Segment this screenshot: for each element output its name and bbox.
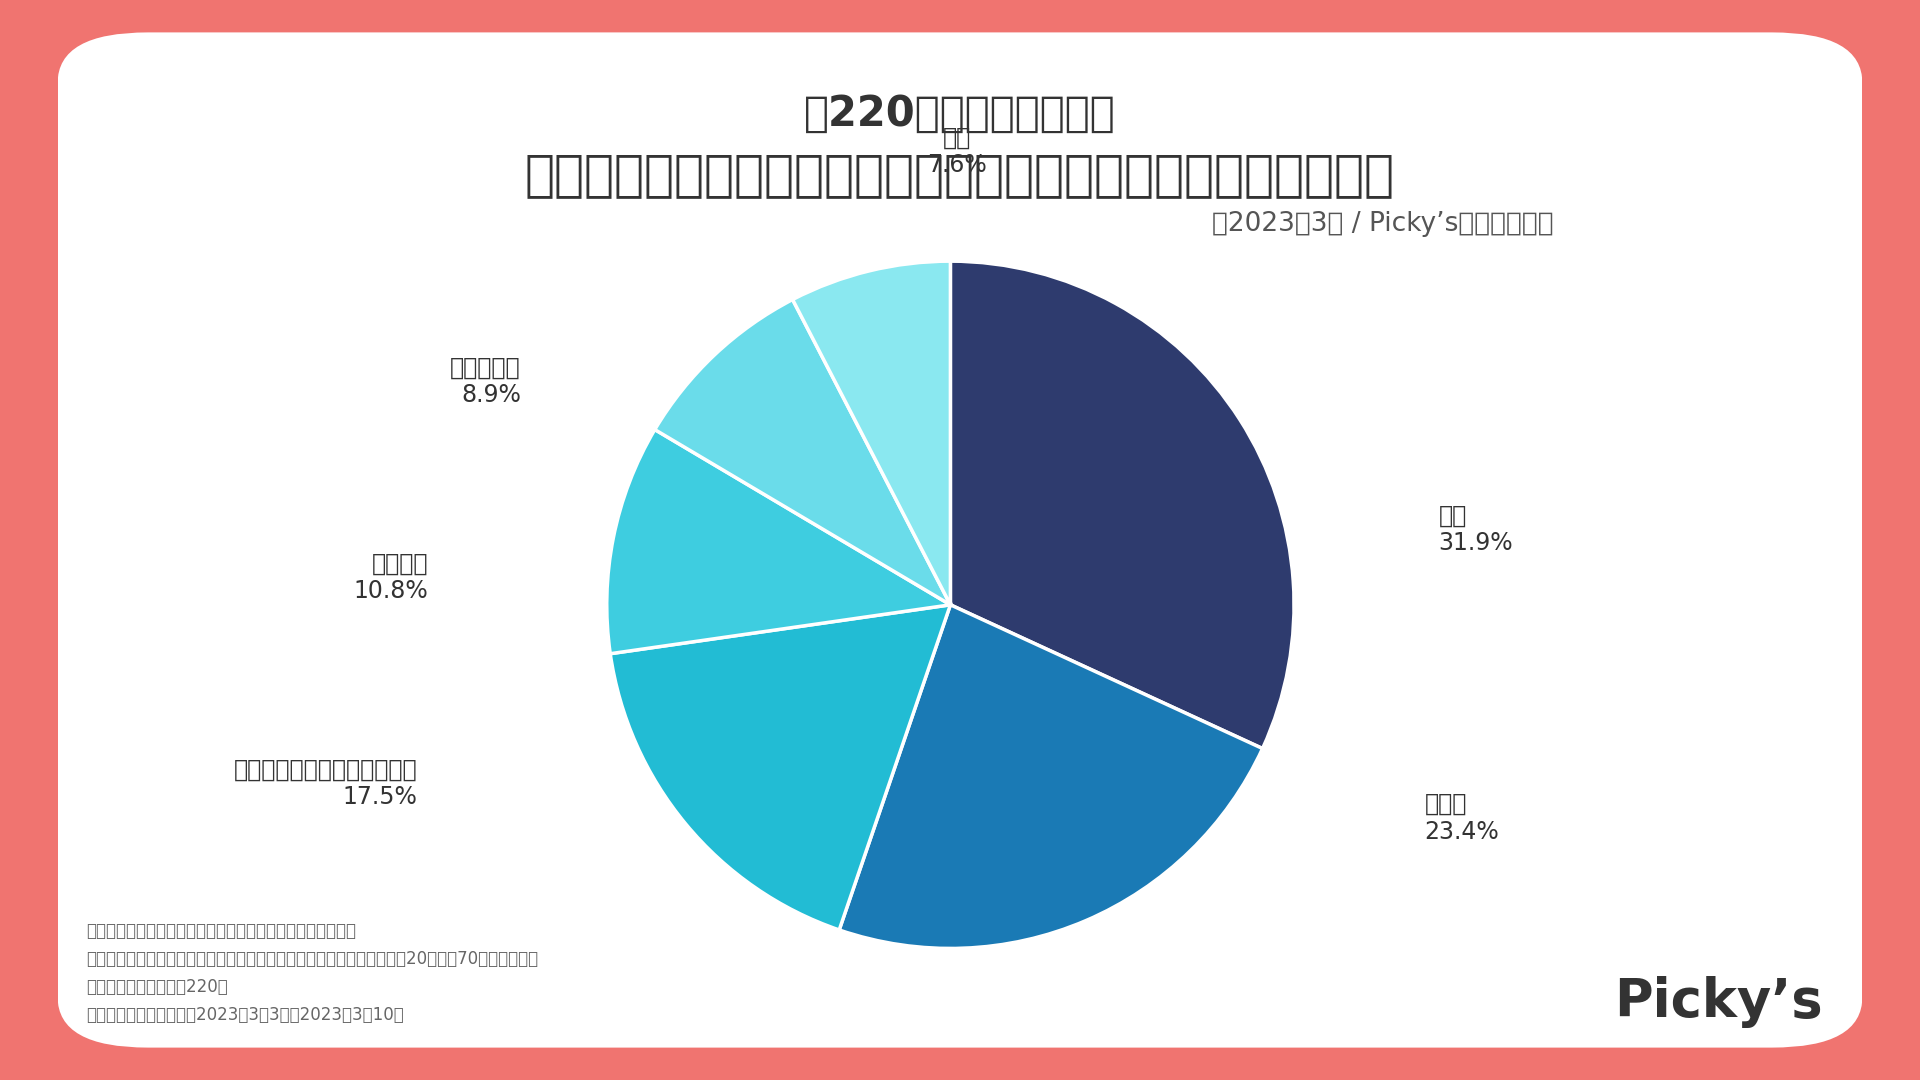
FancyBboxPatch shape [58,32,1862,1048]
Text: レビューや他の購入者の意見
17.5%: レビューや他の購入者の意見 17.5% [234,757,756,809]
Text: ・算出方法：インターネット上でのアンケート結果を集計。: ・算出方法：インターネット上でのアンケート結果を集計。 [86,922,357,940]
Wedge shape [607,430,950,653]
Wedge shape [611,605,950,930]
Text: ・アンケート集計期間：2023年3月3日～2023年3月10日: ・アンケート集計期間：2023年3月3日～2023年3月10日 [86,1007,403,1024]
Wedge shape [950,261,1294,748]
Text: 小型電動マッサージ機を選ぶ上でのポイントを教えてください。: 小型電動マッサージ機を選ぶ上でのポイントを教えてください。 [524,151,1396,199]
Text: 手軽さ
23.4%: 手軽さ 23.4% [1050,792,1500,843]
Text: ・アンケート対象者：小型電動マッサージ機をを購入した・購入予定の20代から70代までの男女: ・アンケート対象者：小型電動マッサージ機をを購入した・購入予定の20代から70代… [86,950,538,968]
Text: Picky’s: Picky’s [1615,976,1822,1028]
Text: メーカー
10.8%: メーカー 10.8% [353,552,705,604]
Wedge shape [793,261,950,605]
Wedge shape [655,299,950,605]
Text: 【220人にアンケート】: 【220人にアンケート】 [804,93,1116,134]
Text: （2023年3月 / Picky’s編集部調べ）: （2023年3月 / Picky’s編集部調べ） [1212,211,1553,237]
Text: 価格
31.9%: 価格 31.9% [1162,472,1513,555]
Text: もちの良さ
8.9%: もちの良さ 8.9% [449,355,778,424]
Text: ・アンケート回答数：220名: ・アンケート回答数：220名 [86,978,228,996]
Wedge shape [839,605,1263,948]
Text: 質感
7.6%: 質感 7.6% [893,125,987,362]
